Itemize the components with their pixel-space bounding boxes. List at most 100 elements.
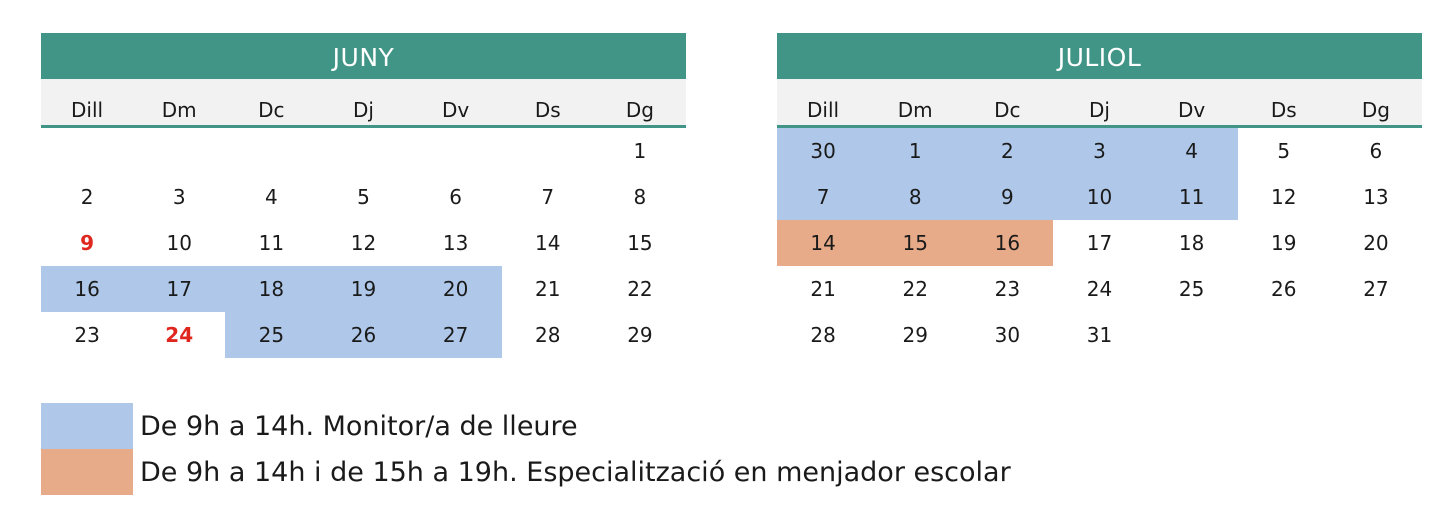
day-cell: 15 (627, 231, 653, 255)
day-cell: 4 (264, 185, 278, 209)
empty-day-cell (1238, 312, 1330, 358)
day-cell: 13 (442, 231, 469, 255)
weekday-header-row: Dill Dm Dc Dj Dv Ds Dg (777, 79, 1422, 125)
day-cell: 22 (627, 277, 653, 301)
day-cell: 23 (74, 323, 100, 347)
day-cell: 26 (1271, 277, 1297, 301)
day-cell: 22 (902, 277, 928, 301)
day-cell: 30 (777, 128, 870, 174)
day-grid: 30 1 2 3 4 5 6 7 8 9 10 11 12 13 14 15 16 17 18 19 20 21 22 23 2… (777, 128, 1422, 358)
day-cell: 17 (133, 266, 226, 312)
day-cell: 21 (535, 277, 561, 301)
empty-day-cell (410, 128, 502, 174)
day-cell: 13 (1363, 185, 1389, 209)
weekday-label: Dj (353, 98, 374, 122)
day-cell: 27 (409, 312, 502, 358)
calendar-june: JUNY Dill Dm Dc Dj Dv Ds Dg 1 2 3 4 5 6 7 8 9 10 1… (41, 33, 686, 358)
day-cell: 6 (449, 185, 462, 209)
day-cell: 18 (1178, 231, 1205, 255)
day-cell: 9 (961, 174, 1054, 220)
day-cell: 12 (1271, 185, 1297, 209)
legend-item-specialization: De 9h a 14h i de 15h a 19h. Especialitza… (41, 449, 1011, 495)
legend: De 9h a 14h. Monitor/a de lleure De 9h a… (41, 403, 1011, 495)
legend-item-monitor: De 9h a 14h. Monitor/a de lleure (41, 403, 1011, 449)
day-cell: 8 (633, 185, 647, 209)
day-cell: 3 (1053, 128, 1146, 174)
weekday-label: Dg (625, 98, 654, 122)
weekday-label: Dc (994, 98, 1021, 122)
calendar-month-title: JULIOL (777, 33, 1422, 79)
day-cell: 20 (409, 266, 502, 312)
empty-day-cell (502, 128, 594, 174)
empty-day-cell (1330, 312, 1422, 358)
legend-swatch (41, 449, 133, 495)
empty-day-cell (41, 128, 133, 174)
day-cell: 29 (627, 323, 653, 347)
day-cell: 7 (541, 185, 555, 209)
day-cell: 14 (777, 220, 870, 266)
day-cell: 19 (1271, 231, 1297, 255)
day-cell: 16 (961, 220, 1054, 266)
day-cell: 11 (1145, 174, 1238, 220)
day-cell: 25 (225, 312, 318, 358)
empty-day-cell (1146, 312, 1238, 358)
empty-day-cell (225, 128, 317, 174)
calendar-july: JULIOL Dill Dm Dc Dj Dv Ds Dg 30 1 2 3 4 5 6 7 8… (777, 33, 1422, 358)
day-cell: 1 (633, 139, 647, 163)
weekday-header-row: Dill Dm Dc Dj Dv Ds Dg (41, 79, 686, 125)
day-cell: 6 (1369, 139, 1383, 163)
weekday-label: Dv (442, 98, 470, 122)
empty-day-cell (317, 128, 409, 174)
legend-label: De 9h a 14h. Monitor/a de lleure (140, 410, 578, 442)
weekday-label: Dill (807, 98, 840, 122)
day-cell: 14 (535, 231, 561, 255)
day-cell: 31 (1086, 323, 1113, 347)
day-cell: 26 (317, 312, 410, 358)
day-cell: 30 (994, 323, 1021, 347)
day-cell: 3 (172, 185, 186, 209)
weekday-label: Dm (161, 98, 197, 122)
legend-label: De 9h a 14h i de 15h a 19h. Especialitza… (140, 456, 1011, 488)
day-cell: 5 (357, 185, 370, 209)
day-cell: 21 (810, 277, 836, 301)
calendar-month-title: JUNY (41, 33, 686, 79)
day-cell: 7 (777, 174, 870, 220)
day-grid: 1 2 3 4 5 6 7 8 9 10 11 12 13 14 15 16 17 18 19 20 21 22 23 24 2… (41, 128, 686, 358)
header-divider (777, 125, 1422, 128)
weekday-label: Ds (534, 98, 561, 122)
day-cell: 2 (80, 185, 94, 209)
day-cell: 16 (41, 266, 134, 312)
day-cell: 8 (869, 174, 962, 220)
weekday-label: Dm (897, 98, 933, 122)
day-cell: 28 (810, 323, 836, 347)
day-cell: 5 (1277, 139, 1291, 163)
day-cell: 25 (1178, 277, 1205, 301)
day-cell: 11 (258, 231, 285, 255)
weekday-label: Dj (1089, 98, 1110, 122)
day-cell: 17 (1086, 231, 1113, 255)
day-cell: 24 (165, 323, 194, 347)
day-cell: 4 (1145, 128, 1238, 174)
weekday-label: Dill (71, 98, 104, 122)
empty-day-cell (133, 128, 225, 174)
day-cell: 27 (1363, 277, 1389, 301)
day-cell: 9 (80, 231, 95, 255)
day-cell: 2 (961, 128, 1054, 174)
header-divider (41, 125, 686, 128)
day-cell: 18 (225, 266, 318, 312)
weekday-label: Dc (258, 98, 285, 122)
weekday-label: Ds (1270, 98, 1297, 122)
day-cell: 29 (902, 323, 928, 347)
day-cell: 12 (350, 231, 377, 255)
day-cell: 24 (1086, 277, 1113, 301)
weekday-label: Dv (1178, 98, 1206, 122)
day-cell: 1 (869, 128, 962, 174)
day-cell: 19 (317, 266, 410, 312)
day-cell: 10 (1053, 174, 1146, 220)
day-cell: 23 (994, 277, 1021, 301)
day-cell: 15 (869, 220, 962, 266)
day-cell: 10 (166, 231, 192, 255)
weekday-label: Dg (1361, 98, 1390, 122)
legend-swatch (41, 403, 133, 449)
day-cell: 28 (535, 323, 561, 347)
